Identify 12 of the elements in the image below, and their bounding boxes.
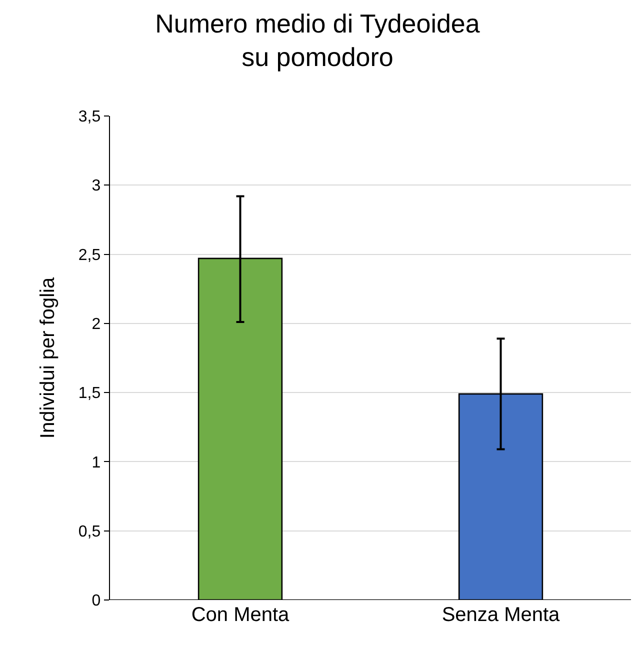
y-tick-label: 0,5	[78, 523, 101, 540]
chart-title: Numero medio di Tydeoidea su pomodoro	[155, 8, 480, 72]
x-tick-label: Senza Menta	[442, 604, 561, 626]
y-tick-label: 3	[92, 178, 101, 195]
x-tick-label: Con Menta	[191, 604, 290, 626]
y-tick-label: 3,5	[78, 108, 101, 126]
y-tick-label: 1,5	[78, 385, 101, 402]
y-tick-label: 2,5	[78, 246, 101, 264]
y-axis-title: Individui per foglia	[36, 276, 59, 439]
y-tick-label: 2	[92, 316, 101, 334]
y-tick-label: 0	[92, 592, 101, 610]
y-tick-label: 1	[92, 454, 101, 472]
